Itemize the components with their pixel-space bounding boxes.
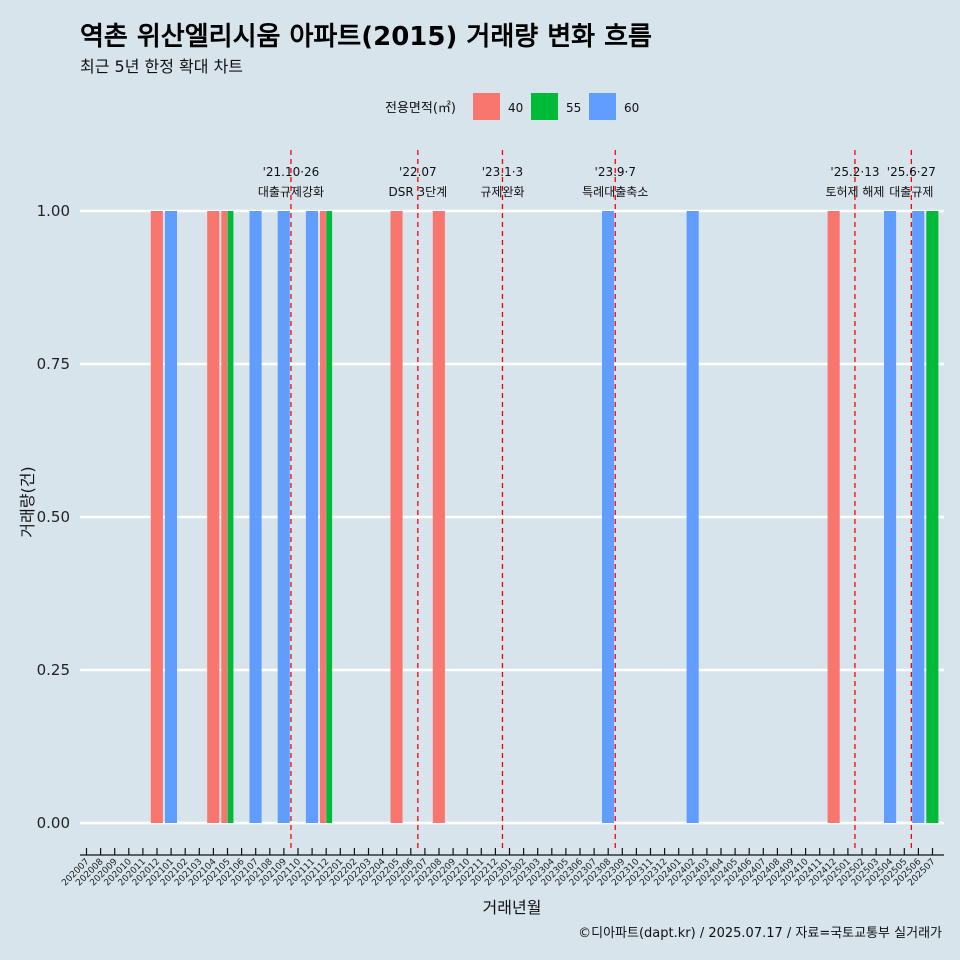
bar-202105-55: [227, 211, 234, 823]
bar-202112-40: [320, 211, 326, 823]
event-date-label: '25.6·27: [887, 165, 936, 179]
bar-202109-60: [277, 211, 290, 823]
event-date-label: '25.2·13: [830, 165, 879, 179]
y-tick-label: 0.75: [37, 355, 70, 373]
event-name-label: 규제완화: [480, 185, 524, 199]
legend-swatch-55: [531, 93, 558, 120]
bar-202507-55: [926, 211, 939, 823]
legend-label-60: 60: [624, 101, 639, 115]
chart-caption: ©디아파트(dapt.kr) / 2025.07.17 / 자료=국토교통부 실…: [578, 926, 942, 941]
bar-202105-40: [221, 211, 228, 823]
x-axis-title: 거래년월: [483, 898, 542, 917]
legend-swatch-60: [589, 93, 616, 120]
event-name-label: 대출규제: [889, 185, 933, 199]
bar-202101-60: [164, 211, 177, 823]
bar-202205-40: [390, 211, 403, 823]
chart-title: 역촌 위산엘리시움 아파트(2015) 거래량 변화 흐름: [80, 22, 652, 52]
chart-subtitle: 최근 5년 한정 확대 차트: [80, 57, 244, 76]
event-name-label: 토허제 해제: [825, 185, 884, 199]
legend-swatch-40: [473, 93, 500, 120]
legend-label-40: 40: [508, 101, 523, 115]
event-name-label: 대출규제강화: [258, 185, 324, 199]
y-axis-title: 거래량(건): [18, 466, 37, 537]
event-name-label: DSR 3단계: [388, 185, 447, 199]
bar-202402-60: [686, 211, 699, 823]
legend-label-55: 55: [566, 101, 581, 115]
y-tick-label: 1.00: [37, 202, 70, 220]
bar-202012-40: [150, 211, 163, 823]
bar-202112-55: [326, 211, 333, 823]
event-date-label: '22.07: [399, 165, 437, 179]
bar-202412-40: [827, 211, 840, 823]
event-date-label: '21.10·26: [263, 165, 320, 179]
legend-title: 전용면적(㎡): [385, 101, 456, 116]
bar-202208-40: [432, 211, 445, 823]
bar-202111-60: [305, 211, 318, 823]
event-name-label: 특례대출축소: [582, 185, 648, 199]
bar-202504-60: [884, 211, 897, 823]
bar-202506-60: [912, 211, 925, 823]
y-tick-label: 0.50: [37, 508, 70, 526]
bar-202308-60: [602, 211, 615, 823]
y-tick-label: 0.25: [37, 661, 70, 679]
event-date-label: '23.1·3: [482, 165, 523, 179]
y-tick-label: 0.00: [37, 814, 70, 832]
bar-202104-40: [207, 211, 220, 823]
bar-202107-60: [249, 211, 262, 823]
event-date-label: '23.9·7: [595, 165, 636, 179]
